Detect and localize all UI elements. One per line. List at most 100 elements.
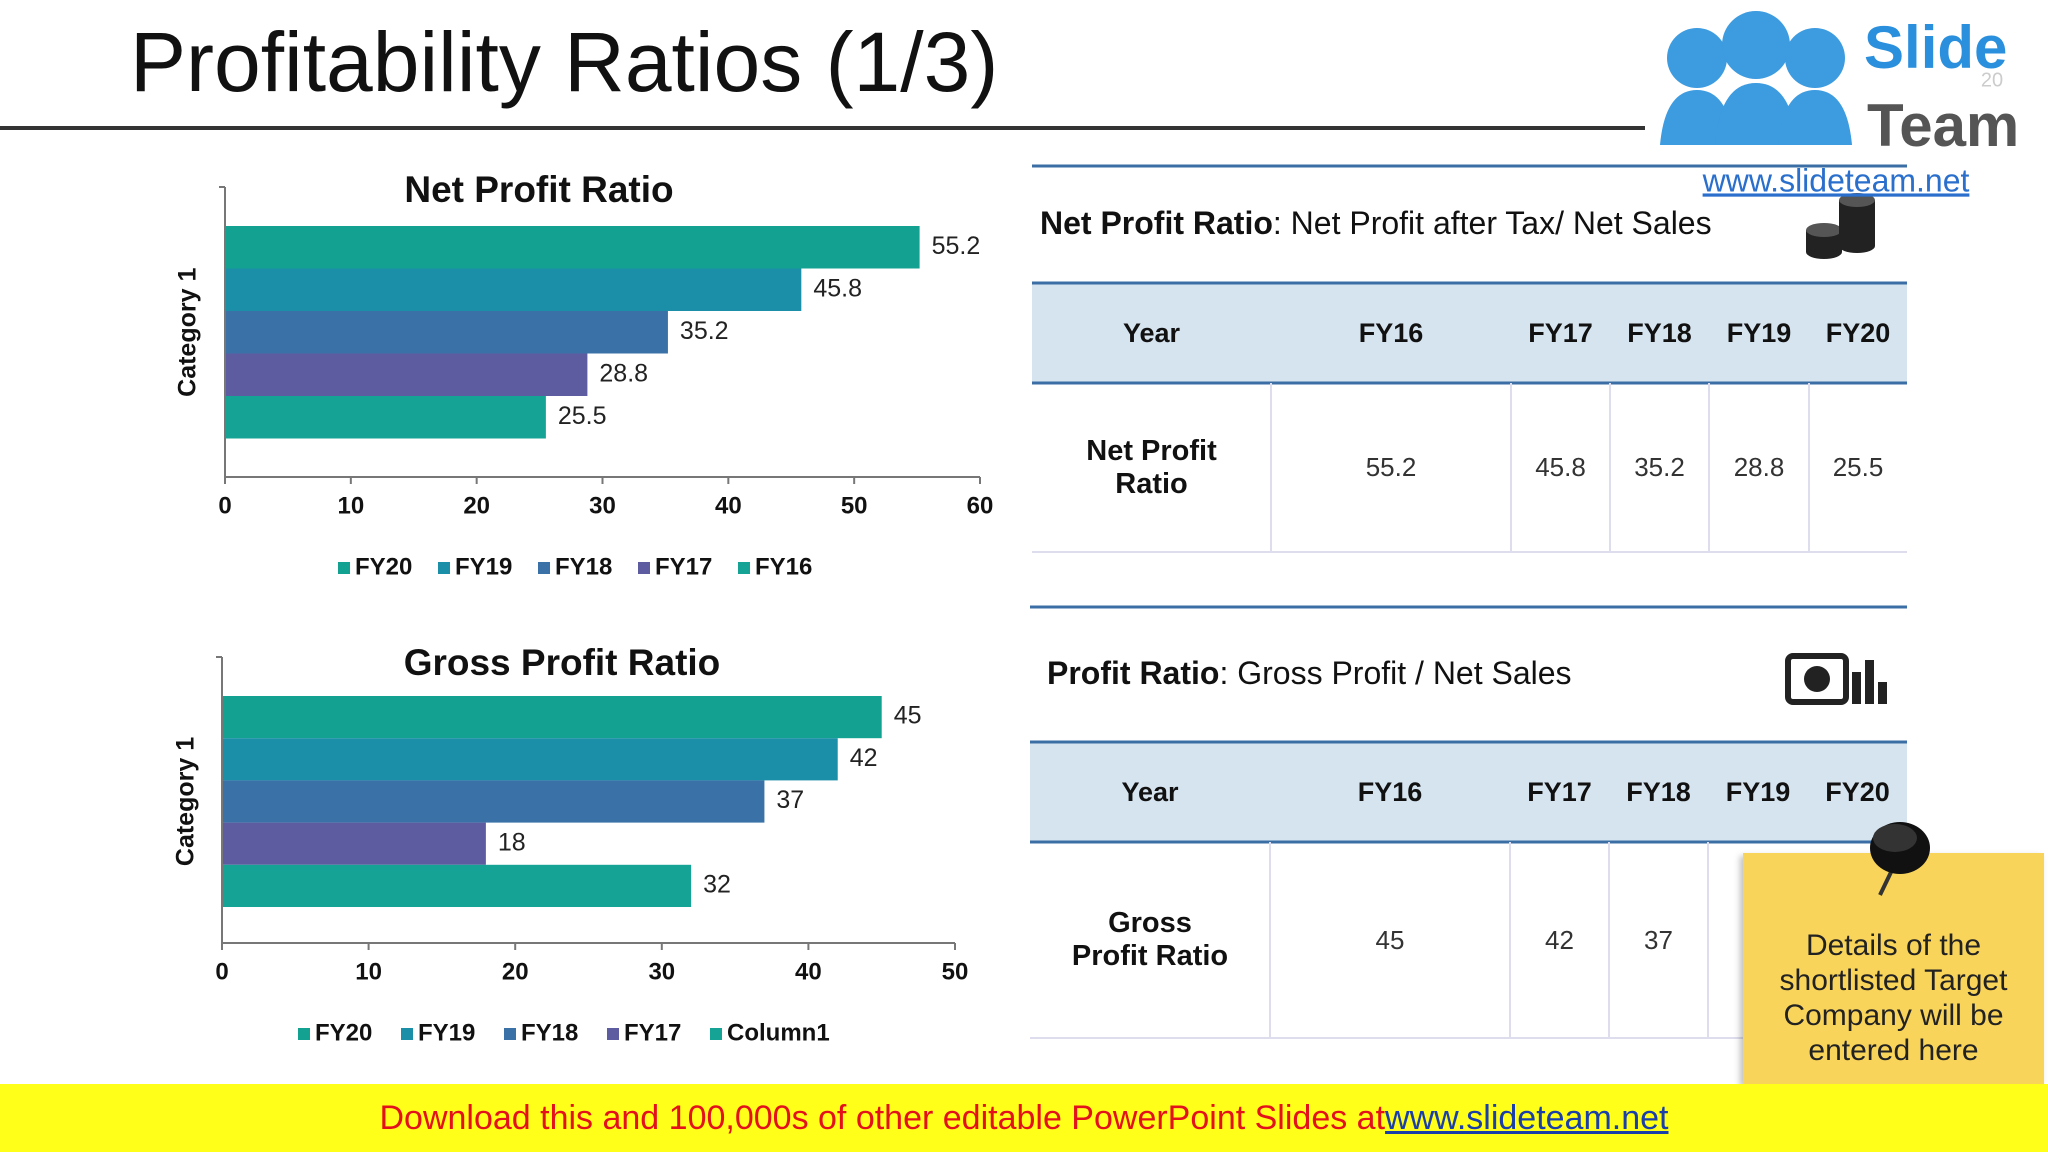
- x-tick-label: 10: [337, 492, 364, 519]
- value-label: 55.2: [932, 232, 981, 260]
- table-header-cell: FY17: [1528, 317, 1593, 348]
- heading-bold: Net Profit Ratio: [1040, 205, 1273, 241]
- legend-swatch: [607, 1028, 619, 1040]
- legend-label: FY18: [555, 553, 612, 580]
- table-cell: 42: [1545, 924, 1574, 955]
- logo-word: Slide: [1864, 14, 2007, 81]
- table-header-cell: Year: [1122, 317, 1181, 348]
- bar: [225, 226, 920, 269]
- legend-label: FY16: [755, 553, 812, 580]
- bar: [222, 696, 882, 739]
- table-header-cell: FY16: [1357, 776, 1423, 807]
- table-dividers: [1269, 842, 1709, 1038]
- legend-swatch: [438, 562, 450, 574]
- bar: [222, 738, 838, 781]
- x-tick-label: 40: [795, 958, 822, 985]
- value-label: 45.8: [813, 274, 862, 302]
- value-label: 35.2: [680, 317, 729, 345]
- x-tick-label: 40: [715, 492, 742, 519]
- legend-swatch: [738, 562, 750, 574]
- legend-label: FY17: [624, 1019, 681, 1046]
- table-cell: 37: [1644, 924, 1673, 955]
- table-header-cell: FY16: [1358, 317, 1424, 348]
- bar: [225, 268, 802, 311]
- x-tick-label: 0: [218, 492, 231, 519]
- table-header-cell: FY19: [1726, 317, 1792, 348]
- table-header-cell: FY19: [1725, 776, 1791, 807]
- x-tick-label: 10: [355, 958, 382, 985]
- x-tick-label: 60: [967, 492, 994, 519]
- heading-bold: Profit Ratio: [1047, 655, 1220, 691]
- table-header-band: [1030, 742, 1907, 842]
- bar: [222, 780, 765, 823]
- table-cell: 45.8: [1535, 452, 1586, 482]
- legend-swatch: [338, 562, 350, 574]
- table-header-cell: FY20: [1825, 317, 1891, 348]
- category-label: Category 1: [174, 268, 202, 397]
- legend-label: FY20: [315, 1019, 372, 1046]
- table-heading: Profit Ratio: Gross Profit / Net Sales: [1047, 655, 1572, 692]
- table-header-cell: FY17: [1527, 776, 1592, 807]
- slide-number: 20: [1981, 69, 2003, 91]
- table-header-cell: Year: [1121, 776, 1179, 807]
- table-heading: Net Profit Ratio: Net Profit after Tax/ …: [1040, 205, 1712, 242]
- logo-word: Team: [1867, 92, 2019, 159]
- table-cell: 28.8: [1733, 452, 1785, 482]
- table-dividers: [1270, 383, 1810, 552]
- value-label: 18: [498, 828, 526, 856]
- bar: [225, 311, 668, 354]
- legend-swatch: [504, 1028, 516, 1040]
- table-header-band: [1032, 283, 1907, 383]
- bar: [225, 353, 588, 396]
- value-label: 25.5: [558, 402, 607, 430]
- money-icon: [1785, 653, 1887, 705]
- coins-icon: [1806, 193, 1875, 259]
- sticky-note: Details of the shortlisted Target Compan…: [1743, 853, 2044, 1084]
- banner-text: Download this and 100,000s of other edit…: [379, 1098, 1386, 1137]
- table-header-cell: FY20: [1825, 776, 1890, 807]
- chart-title: Net Profit Ratio: [404, 169, 673, 210]
- x-tick-label: 50: [841, 492, 868, 519]
- value-label: 32: [703, 871, 731, 899]
- legend-label: FY19: [455, 553, 512, 580]
- bar: [225, 396, 546, 439]
- legend-label: FY20: [355, 553, 412, 580]
- bar: [222, 864, 692, 907]
- x-tick-label: 30: [589, 492, 616, 519]
- table-row-label: Net Profit Ratio: [1086, 434, 1217, 500]
- heading-text: : Gross Profit / Net Sales: [1219, 655, 1572, 691]
- x-tick-label: 0: [215, 958, 228, 985]
- category-label: Category 1: [172, 737, 200, 866]
- table-cell: 55.2: [1365, 452, 1417, 482]
- logo-icon: [1660, 11, 1852, 145]
- banner-link[interactable]: www.slideteam.net: [1385, 1098, 1669, 1137]
- legend-swatch: [401, 1028, 413, 1040]
- legend-label: FY19: [418, 1019, 475, 1046]
- x-tick-label: 30: [648, 958, 675, 985]
- legend-swatch: [638, 562, 650, 574]
- value-label: 28.8: [599, 359, 648, 387]
- legend-swatch: [298, 1028, 310, 1040]
- heading-text: : Net Profit after Tax/ Net Sales: [1272, 205, 1712, 241]
- legend-swatch: [538, 562, 550, 574]
- table-header-cell: FY18: [1626, 776, 1691, 807]
- legend-swatch: [710, 1028, 722, 1040]
- table-cell: 35.2: [1634, 452, 1685, 482]
- table-cell: 25.5: [1832, 452, 1884, 482]
- value-label: 45: [894, 702, 922, 730]
- table-cell: 45: [1375, 924, 1405, 955]
- bar: [222, 822, 486, 865]
- logo-url: www.slideteam.net: [1702, 162, 1970, 198]
- value-label: 37: [776, 786, 804, 814]
- x-tick-label: 20: [463, 492, 490, 519]
- chart-title: Gross Profit Ratio: [404, 642, 721, 683]
- x-tick-label: 20: [502, 958, 529, 985]
- legend-label: FY17: [655, 553, 712, 580]
- legend-label: Column1: [727, 1019, 830, 1046]
- banner: Download this and 100,000s of other edit…: [0, 1084, 2048, 1152]
- legend-label: FY18: [521, 1019, 578, 1046]
- table-row-label: Gross Profit Ratio: [1071, 907, 1229, 972]
- value-label: 42: [850, 744, 878, 772]
